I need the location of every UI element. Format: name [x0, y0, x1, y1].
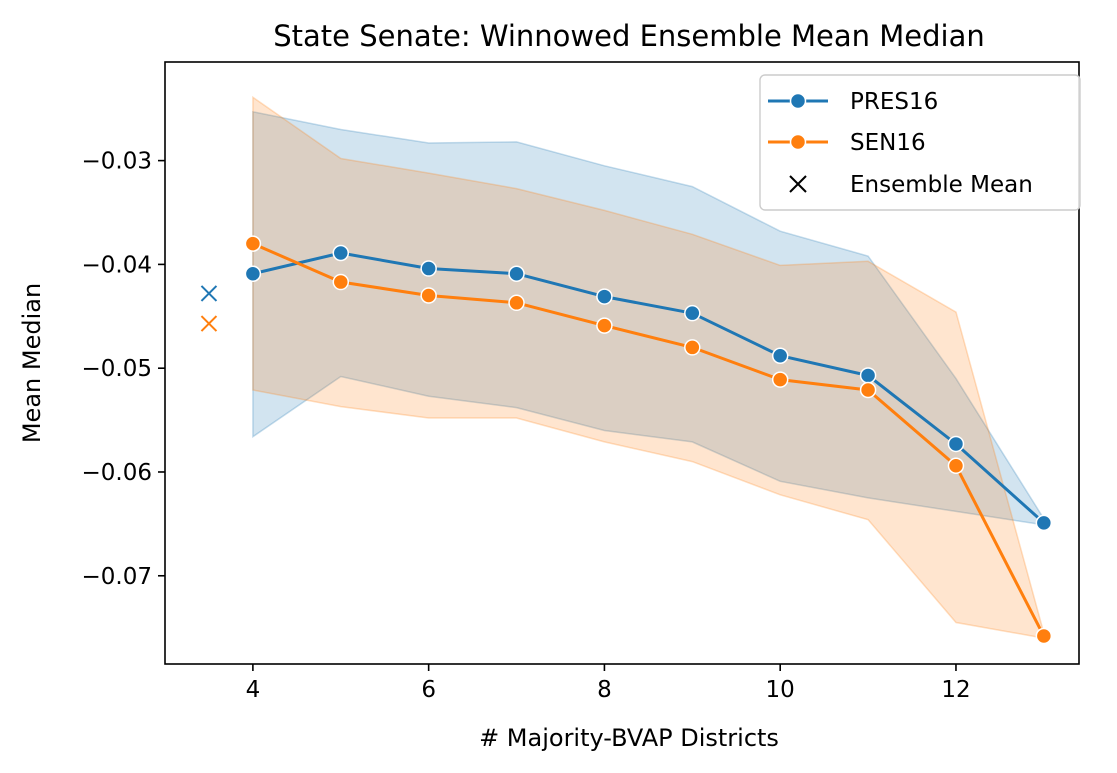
data-point-sen16-8 [596, 317, 613, 334]
data-point-pres16-13 [1035, 514, 1053, 532]
x-tick-label: 10 [766, 677, 795, 703]
data-point-pres16-6 [420, 260, 437, 277]
data-point-pres16-8 [596, 288, 613, 305]
data-point-sen16-4 [244, 235, 262, 252]
data-point-pres16-10 [771, 347, 789, 364]
data-point-sen16-13 [1035, 627, 1053, 645]
data-point-pres16-7 [508, 265, 525, 282]
y-axis-ticks: −0.03 −0.04 −0.05 −0.06 −0.07 [82, 149, 165, 590]
legend-label-pres16: PRES16 [850, 89, 938, 115]
legend-label-ensemble-mean: Ensemble Mean [850, 172, 1033, 198]
data-point-pres16-4 [244, 265, 262, 282]
chart-title: State Senate: Winnowed Ensemble Mean Med… [273, 19, 985, 53]
data-point-sen16-12 [947, 457, 965, 475]
y-tick-label: −0.06 [82, 460, 152, 486]
x-axis-label: # Majority-BVAP Districts [479, 724, 779, 752]
data-point-pres16-5 [332, 244, 350, 262]
y-tick-label: −0.03 [82, 149, 152, 175]
data-point-sen16-6 [420, 287, 437, 304]
data-point-sen16-10 [771, 371, 789, 388]
legend-box [759, 74, 1081, 211]
data-point-sen16-9 [684, 339, 701, 356]
ensemble-mean-markers [200, 285, 218, 332]
legend-label-sen16: SEN16 [850, 130, 926, 156]
ensemble-mean-stroke [200, 285, 218, 302]
y-tick-label: −0.07 [82, 564, 152, 590]
legend-marker-ensemble-mean [789, 175, 807, 193]
x-tick-label: 4 [246, 677, 261, 703]
data-point-pres16-9 [684, 304, 701, 322]
series-line-pres16 [252, 251, 1045, 524]
ensemble-mean-stroke [200, 315, 218, 332]
y-axis-label: Mean Median [18, 283, 46, 443]
data-point-sen16-11 [859, 381, 877, 399]
legend-marker-pres16 [789, 92, 807, 110]
ensemble-mean-marker-sen16 [200, 315, 218, 332]
series-line-sen16 [252, 242, 1046, 637]
x-tick-label: 8 [597, 677, 612, 703]
series-lines [244, 235, 1053, 645]
x-axis-ticks: 4 6 8 10 12 [246, 664, 971, 703]
data-point-sen16-7 [508, 294, 525, 312]
x-tick-label: 12 [941, 677, 970, 703]
data-point-pres16-11 [859, 367, 877, 384]
data-point-sen16-5 [332, 273, 350, 291]
data-point-pres16-12 [947, 435, 965, 453]
confidence-bands [252, 95, 1045, 639]
y-tick-label: −0.05 [82, 356, 152, 382]
legend-marker-sen16 [789, 133, 807, 151]
x-tick-label: 6 [421, 677, 436, 703]
legend: PRES16 SEN16 Ensemble Mean [759, 74, 1081, 211]
plot-area-frame [164, 61, 1080, 665]
y-tick-label: −0.04 [82, 252, 152, 278]
ensemble-mean-marker-pres16 [200, 285, 218, 302]
